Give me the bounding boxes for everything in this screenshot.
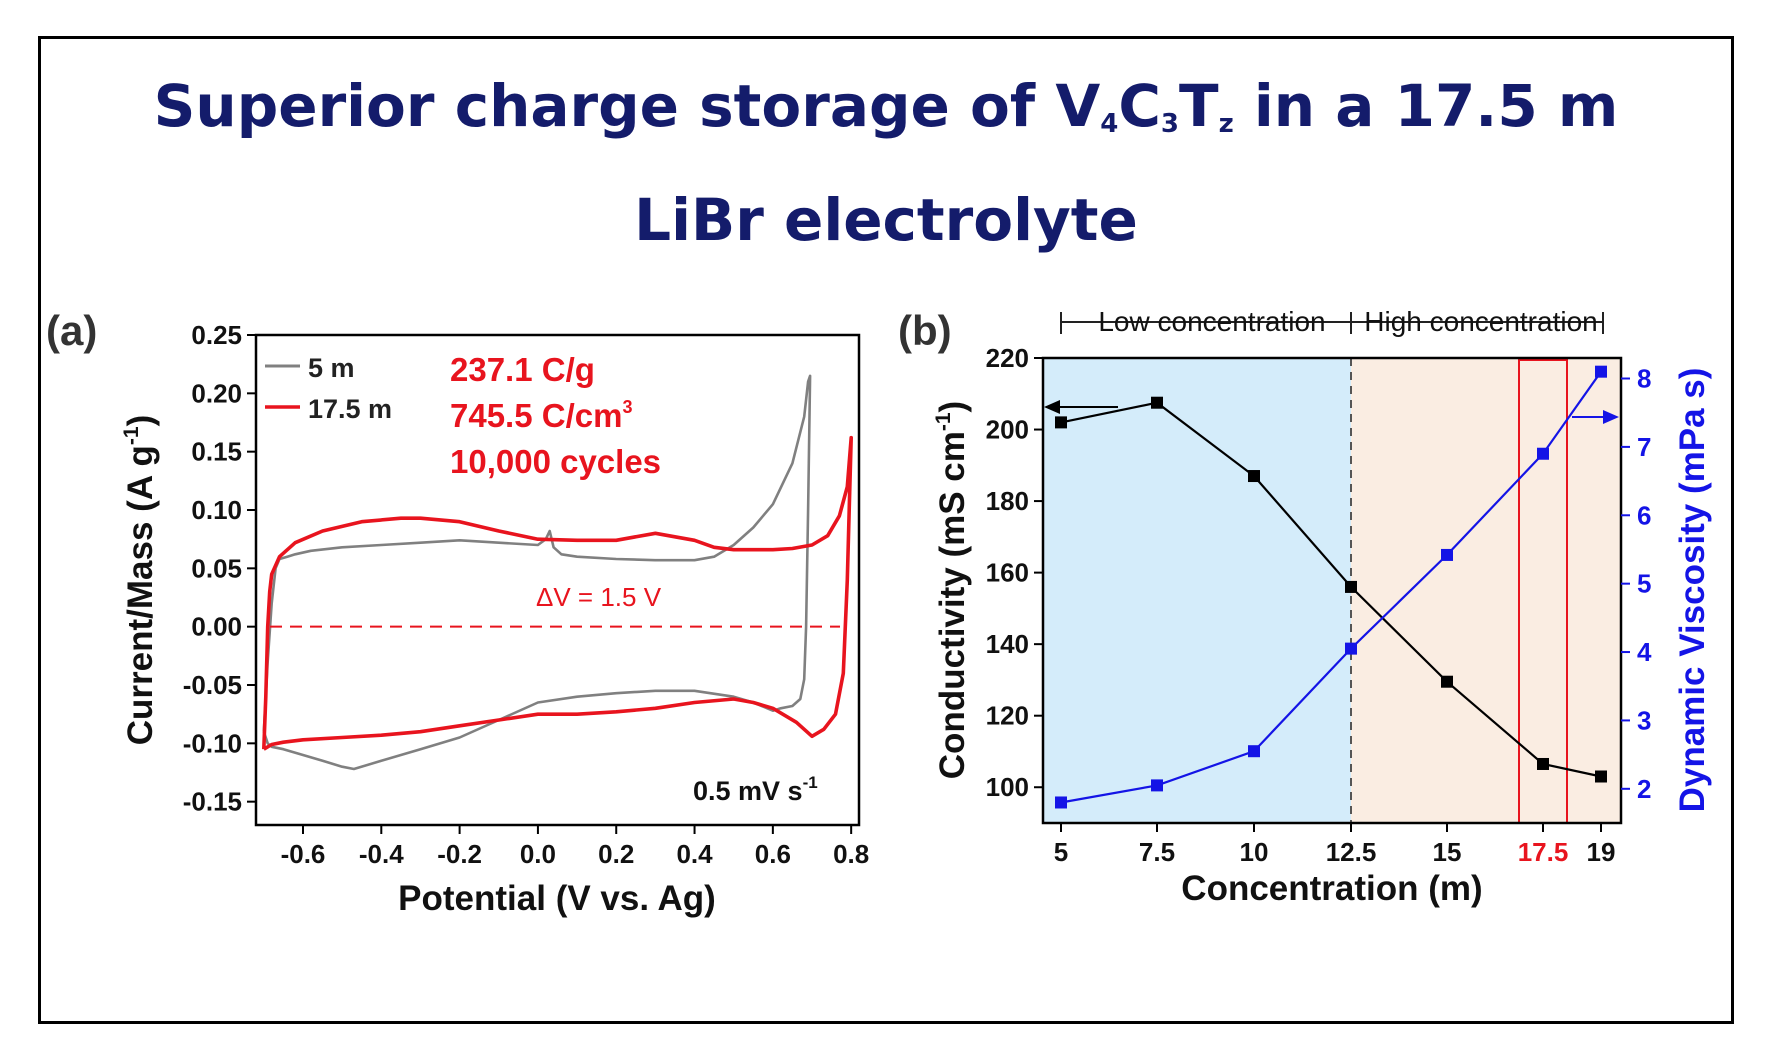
panel-b-x-tick-label: 17.5 xyxy=(1518,837,1569,867)
panel-b-x-tick-label: 19 xyxy=(1587,837,1616,867)
panel-b-x-tick-label: 10 xyxy=(1240,837,1269,867)
series-5m-cv-curve xyxy=(262,374,812,771)
conductivity-point xyxy=(1248,470,1260,483)
annotation-capacity-volume: 745.5 C/cm3 xyxy=(450,397,632,434)
annotation-scan-rate: 0.5 mV s-1 xyxy=(693,773,818,806)
panel-a-label: (a) xyxy=(46,307,97,354)
panel-a-y-tick-label: -0.10 xyxy=(183,728,242,758)
panel-b-plot-frame xyxy=(1041,356,1623,825)
panel-a-x-tick-label: -0.4 xyxy=(359,839,404,869)
panel-a-x-tick-label: 0.8 xyxy=(833,839,869,869)
panel-b-right-y-tick-label: 6 xyxy=(1637,500,1651,530)
panel-a-y-tick-label: -0.05 xyxy=(183,670,242,700)
panel-a-plot-frame xyxy=(254,333,861,827)
panel-a-legend: 5 m 17.5 m xyxy=(265,353,392,424)
high-concentration-region xyxy=(1351,358,1621,823)
panel-a-x-tick-label: 0.4 xyxy=(676,839,713,869)
high-concentration-label: High concentration xyxy=(1364,306,1597,337)
panel-b-label: (b) xyxy=(898,307,952,354)
viscosity-point xyxy=(1248,745,1260,758)
panel-b-right-y-tick-label: 3 xyxy=(1637,705,1651,735)
conductivity-point xyxy=(1151,396,1163,409)
viscosity-point xyxy=(1055,796,1067,809)
panel-a-y-tick-label: 0.20 xyxy=(191,378,242,408)
figure-title-line-2: LiBr electrolyte xyxy=(634,186,1138,254)
panel-b-left-y-tick-label: 200 xyxy=(986,415,1029,445)
panel-a-x-axis-label: Potential (V vs. Ag) xyxy=(398,879,716,918)
panel-a-y-tick-label: 0.10 xyxy=(191,495,242,525)
annotation-capacity-gram: 237.1 C/g xyxy=(450,351,595,388)
panel-b-right-y-tick-label: 7 xyxy=(1637,432,1651,462)
panel-a-y-tick-label: 0.15 xyxy=(191,437,242,467)
conductivity-point xyxy=(1345,580,1357,593)
viscosity-point xyxy=(1441,548,1453,561)
panel-a-x-tick-label: -0.6 xyxy=(281,839,326,869)
viscosity-point xyxy=(1595,365,1607,378)
panel-b-left-y-tick-label: 220 xyxy=(986,343,1029,373)
panel-b-x-tick-label: 15 xyxy=(1433,837,1462,867)
viscosity-point xyxy=(1345,642,1357,655)
conductivity-point xyxy=(1055,416,1067,429)
panel-b-right-y-tick-label: 8 xyxy=(1637,364,1651,394)
panel-b-left-y-axis-label: Conductivity (mS cm-1) xyxy=(932,401,972,779)
panel-a-x-tick-label: 0.0 xyxy=(520,839,556,869)
conductivity-point xyxy=(1441,675,1453,688)
conductivity-point xyxy=(1595,770,1607,783)
series-17-5m-cv-curve xyxy=(262,435,854,751)
panel-b-left-y-tick-label: 160 xyxy=(986,558,1029,588)
panel-a-y-tick-label: -0.15 xyxy=(183,787,242,817)
figure-title-line-1: Superior charge storage of V4C3Tz in a 1… xyxy=(153,72,1619,140)
panel-a-x-tick-label: -0.2 xyxy=(437,839,482,869)
panel-b-x-tick-label: 5 xyxy=(1054,837,1068,867)
legend-label-5m: 5 m xyxy=(308,353,355,383)
panel-b-right-y-tick-label: 4 xyxy=(1637,637,1652,667)
annotation-cycles: 10,000 cycles xyxy=(450,443,661,480)
panel-b-right-y-axis-label: Dynamic Viscosity (mPa s) xyxy=(1673,368,1712,813)
legend-label-17-5m: 17.5 m xyxy=(308,394,392,424)
panel-b-right-y-tick-label: 2 xyxy=(1637,774,1651,804)
panel-a-window-annotation: ΔV = 1.5 V xyxy=(536,582,662,612)
panel-b-left-y-tick-label: 100 xyxy=(986,772,1029,802)
conductivity-point xyxy=(1537,757,1549,770)
panel-b: (b) Low concentration High concentration… xyxy=(898,306,1712,908)
panel-b-x-axis-label: Concentration (m) xyxy=(1181,869,1482,908)
panel-a-y-axis-label: Current/Mass (A g-1) xyxy=(120,415,160,745)
low-concentration-label: Low concentration xyxy=(1098,306,1325,337)
panel-b-right-y-tick-label: 5 xyxy=(1637,569,1651,599)
low-concentration-region xyxy=(1043,358,1351,823)
viscosity-axis-arrow xyxy=(1572,410,1619,424)
viscosity-point xyxy=(1151,779,1163,792)
panel-a-y-tick-label: 0.25 xyxy=(191,320,242,350)
panel-b-left-y-tick-label: 140 xyxy=(986,629,1029,659)
panel-b-left-y-tick-label: 180 xyxy=(986,486,1029,516)
panel-a-y-tick-label: 0.00 xyxy=(191,612,242,642)
panel-a-x-tick-label: 0.2 xyxy=(598,839,634,869)
viscosity-point xyxy=(1537,447,1549,460)
panel-b-left-y-tick-label: 120 xyxy=(986,701,1029,731)
panel-a: (a) 0.25 0.20 0.15 0.10 0.05 0.00 -0.05 -0.10 -0… xyxy=(46,307,869,918)
panel-a-x-tick-label: 0.6 xyxy=(755,839,791,869)
figure-frame xyxy=(38,36,1734,1024)
panel-b-x-tick-label: 7.5 xyxy=(1139,837,1175,867)
panel-a-y-tick-label: 0.05 xyxy=(191,553,242,583)
conductivity-axis-arrow xyxy=(1044,400,1118,414)
panel-b-x-tick-label: 12.5 xyxy=(1326,837,1377,867)
